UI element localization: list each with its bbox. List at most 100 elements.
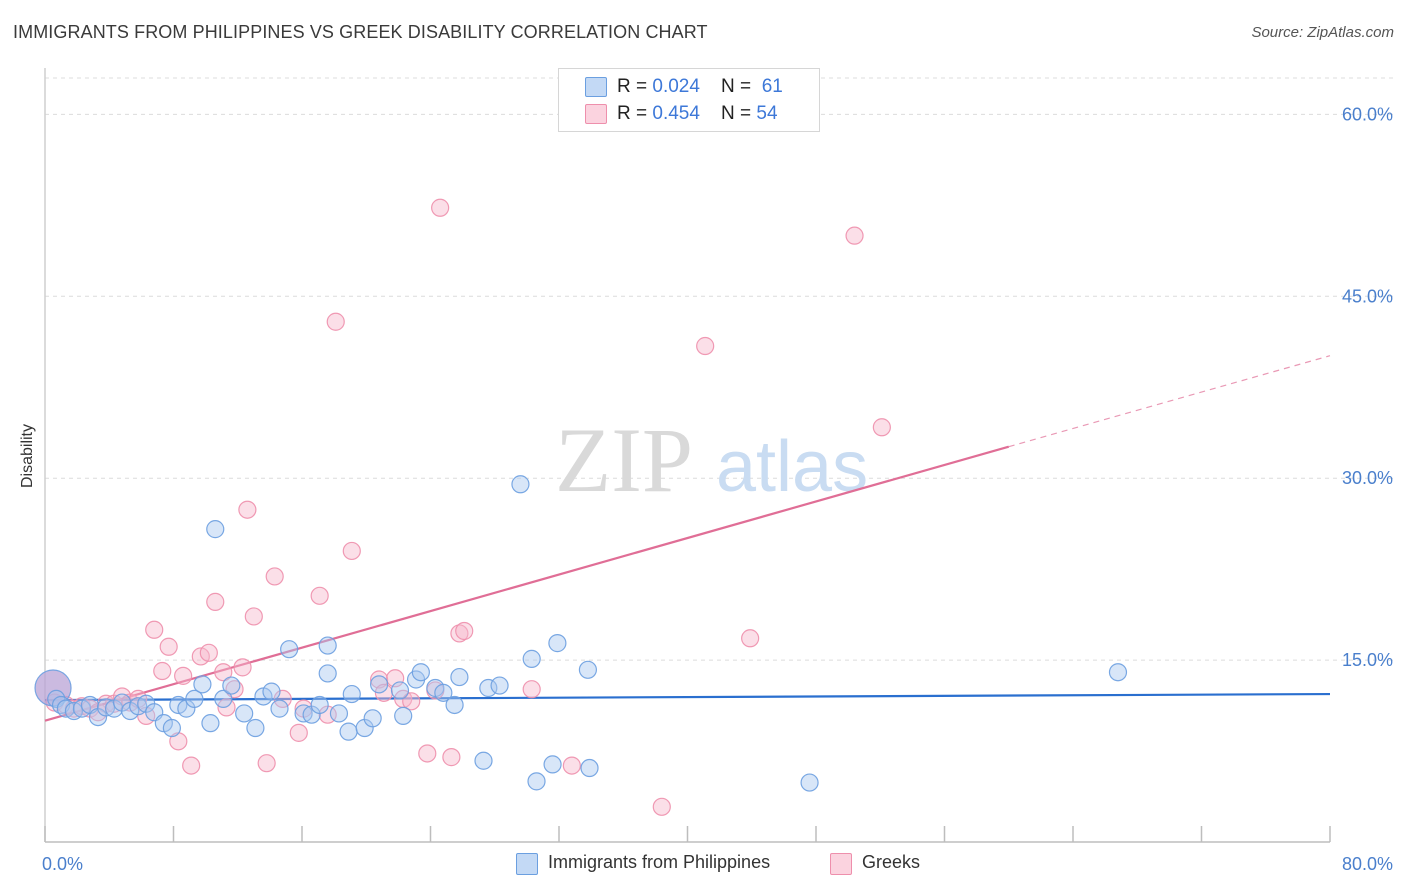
point-greeks: [199, 643, 218, 662]
trend-line: [44, 445, 1010, 722]
axes: [44, 68, 1331, 843]
point-philippines: [214, 689, 233, 709]
stats-swatch-greeks: [585, 104, 607, 124]
point-philippines: [310, 695, 329, 715]
point-philippines: [490, 676, 509, 695]
x-tick-label: 0.0%: [42, 854, 83, 874]
point-greeks: [522, 680, 541, 699]
point-philippines: [394, 706, 413, 725]
point-greeks: [214, 663, 233, 682]
point-philippines: [580, 758, 599, 778]
point-greeks: [455, 621, 474, 641]
watermark-atlas: atlas: [716, 427, 868, 507]
stats-swatch-philippines: [585, 77, 607, 97]
point-greeks: [153, 661, 172, 681]
point-greeks: [233, 658, 252, 677]
point-philippines: [162, 718, 181, 738]
point-philippines: [434, 683, 453, 702]
point-philippines: [511, 475, 530, 494]
stats-r-value: 0.024: [652, 76, 700, 97]
point-greeks: [145, 620, 164, 639]
legend-swatch-philippines: [516, 853, 538, 875]
point-greeks: [182, 756, 201, 775]
watermark-zip: ZIP: [555, 409, 693, 511]
point-philippines: [548, 634, 567, 653]
trend-line: [44, 692, 1331, 702]
stats-r-label: R =: [617, 76, 653, 97]
point-greeks: [696, 336, 715, 356]
point-philippines: [235, 704, 254, 723]
stats-n-label: N =: [721, 76, 757, 97]
point-philippines: [339, 722, 358, 741]
y-tick-label: 30.0%: [1342, 468, 1393, 488]
point-greeks: [386, 669, 405, 688]
stats-r-label: R =: [617, 103, 653, 124]
point-philippines: [527, 772, 546, 791]
stats-box: R = 0.024 N = 61 R = 0.454 N = 54: [558, 68, 820, 132]
y-tick-label: 60.0%: [1342, 104, 1393, 124]
point-greeks: [431, 198, 450, 217]
legend-label-philippines: Immigrants from Philippines: [548, 852, 771, 872]
point-greeks: [450, 624, 469, 643]
point-philippines: [474, 751, 493, 770]
point-greeks: [273, 689, 292, 709]
point-greeks: [652, 797, 671, 816]
point-philippines: [206, 520, 225, 539]
point-philippines: [445, 695, 464, 715]
y-tick-label: 15.0%: [1342, 650, 1393, 670]
point-philippines: [800, 773, 819, 792]
point-philippines: [222, 676, 241, 695]
legend-swatch-greeks: [830, 853, 852, 875]
point-greeks: [244, 607, 263, 626]
point-philippines: [185, 689, 204, 709]
point-philippines: [370, 675, 389, 694]
point-philippines: [363, 709, 382, 728]
point-philippines: [280, 640, 299, 659]
data-points: [34, 198, 1128, 816]
point-greeks: [174, 666, 193, 685]
point-greeks: [310, 586, 329, 605]
point-greeks: [370, 670, 389, 689]
source-label: Source: ZipAtlas.com: [1251, 24, 1394, 41]
point-philippines: [193, 675, 212, 694]
point-greeks: [265, 567, 284, 586]
point-philippines: [543, 755, 562, 774]
point-philippines: [411, 663, 430, 682]
point-philippines: [318, 664, 337, 683]
x-tick-label: 80.0%: [1342, 854, 1393, 874]
point-philippines: [270, 699, 289, 718]
point-philippines: [1108, 663, 1128, 682]
chart-title: IMMIGRANTS FROM PHILIPPINES VS GREEK DIS…: [13, 22, 708, 42]
point-philippines: [578, 660, 598, 679]
stats-r-value: 0.454: [652, 103, 700, 124]
trend-line-extension: [1008, 355, 1331, 448]
y-tick-label: 45.0%: [1342, 286, 1393, 306]
watermark: ZIP atlas: [555, 409, 868, 511]
stats-n-value: 54: [756, 103, 778, 124]
grid-lines: [45, 77, 1393, 661]
point-greeks: [418, 744, 437, 763]
point-greeks: [289, 723, 308, 742]
point-greeks: [741, 629, 760, 648]
legend-label-greeks: Greeks: [862, 852, 921, 872]
point-philippines: [522, 649, 541, 668]
point-greeks: [402, 692, 421, 711]
point-greeks: [562, 756, 581, 775]
stats-n-label: N =: [721, 103, 757, 124]
tick-labels: 15.0% 30.0% 45.0% 60.0% 0.0% 80.0%: [42, 104, 1393, 874]
point-philippines: [390, 681, 410, 700]
point-philippines: [329, 704, 349, 723]
point-philippines: [479, 678, 498, 698]
point-greeks: [326, 312, 345, 331]
point-philippines: [450, 667, 469, 687]
point-greeks: [238, 500, 257, 519]
point-greeks: [342, 541, 361, 561]
point-greeks: [206, 592, 225, 611]
point-greeks: [845, 226, 864, 245]
point-philippines: [342, 684, 361, 704]
point-philippines: [262, 682, 281, 701]
point-philippines: [318, 636, 337, 655]
point-greeks: [442, 748, 461, 767]
point-philippines: [201, 714, 220, 733]
